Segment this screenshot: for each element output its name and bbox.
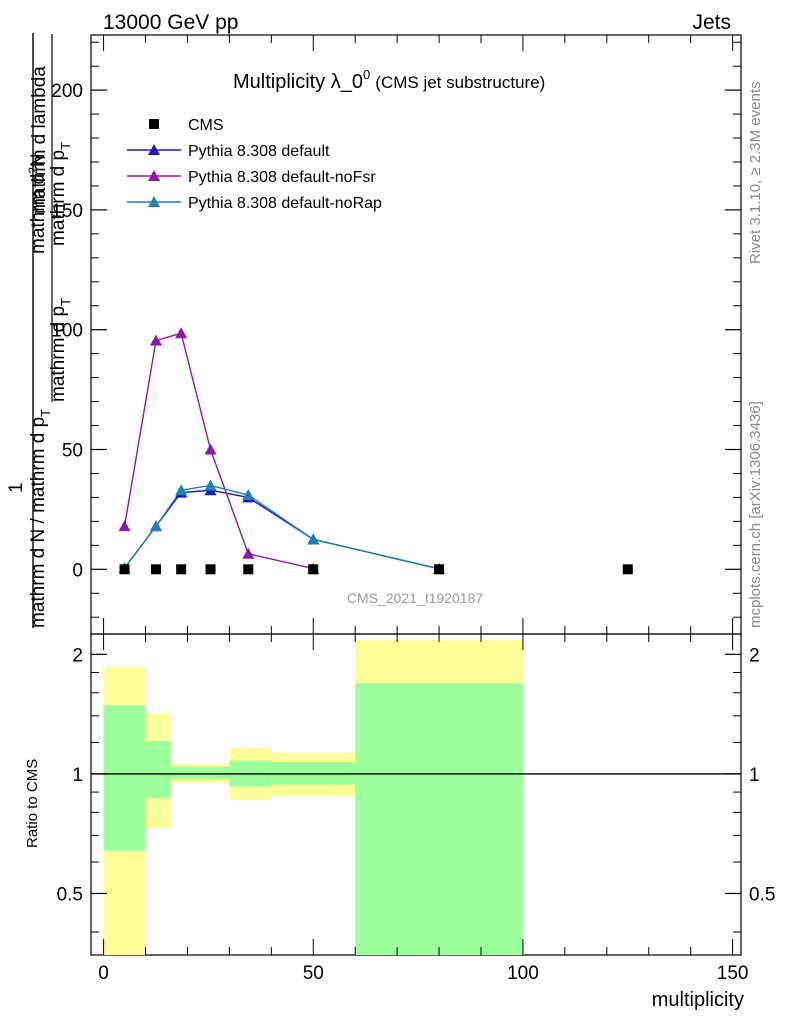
legend-label: CMS [188, 117, 224, 134]
header-right: Jets [692, 11, 731, 34]
y-label-main-num: mathrm d2N [26, 153, 49, 254]
legend-label: Pythia 8.308 default-noFsr [188, 169, 376, 186]
series-line [123, 489, 440, 570]
series-line [123, 332, 314, 570]
legend-label: Pythia 8.308 default [188, 143, 330, 160]
y-label-frac-num: 1 [6, 482, 27, 493]
ratio-bands [103, 640, 523, 955]
x-tick-label: 50 [303, 963, 324, 984]
series-point [175, 327, 188, 339]
y-tick-label: 150 [51, 201, 83, 222]
series-point [150, 334, 162, 346]
cms-point [151, 564, 161, 575]
ratio-axes: 0.5 0.5 1 1 2 2 0 50 100 150 [57, 634, 775, 984]
cms-point [243, 564, 254, 575]
watermark: CMS_2021_I1920187 [347, 590, 483, 606]
cms-point [205, 564, 216, 575]
ratio-y-tick-label-left: 0.5 [57, 884, 83, 905]
rivet-label: Rivet 3.1.10, ≥ 2.3M events [747, 82, 764, 265]
y-tick-label: 200 [51, 81, 83, 102]
legend: CMS Pythia 8.308 default Pythia 8.308 defa… [127, 117, 382, 212]
cms-point [176, 564, 187, 575]
x-tick-label: 150 [717, 963, 749, 984]
legend-marker [148, 196, 160, 207]
x-axis-label: multiplicity [652, 989, 744, 1011]
legend-marker [148, 170, 160, 181]
chart-title: Multiplicity λ_00 (CMS jet substructure) [233, 67, 545, 93]
header-left: 13000 GeV pp [103, 11, 238, 34]
ratio-y-tick-label-right: 1 [749, 765, 760, 786]
legend-label: Pythia 8.308 default-noRap [188, 195, 382, 212]
ratio-y-tick-label-left: 1 [72, 765, 83, 786]
cms-point [308, 564, 319, 575]
series-point [150, 520, 162, 532]
y-tick-label: 50 [62, 441, 83, 462]
ratio-stat-band [103, 705, 146, 851]
ratio-y-tick-label-right: 0.5 [749, 884, 775, 905]
series-point [175, 484, 188, 496]
series-line [123, 484, 440, 570]
series-point [204, 443, 217, 455]
ratio-y-tick-label-left: 2 [72, 645, 83, 666]
y-label-main-den-b: mathrm d pT [48, 142, 73, 246]
cms-point [434, 564, 445, 575]
mcplots-label: mcplots.cern.ch [arXiv:1306.3436] [747, 401, 764, 628]
main-axes: 0 50 100 150 200 [51, 35, 741, 634]
ratio-stat-band [170, 767, 230, 780]
ratio-stat-band [145, 741, 171, 798]
ratio-stat-band [355, 683, 523, 955]
y-tick-label: 0 [72, 560, 83, 581]
y-label-main-den-c: mathrm d lambda [29, 66, 50, 214]
cms-point [119, 564, 130, 575]
series-layer [118, 327, 633, 575]
legend-marker-cms [149, 119, 159, 129]
chart-title-sup: 0 [363, 67, 370, 82]
x-tick-label: 100 [507, 963, 539, 984]
x-tick-label: 0 [98, 963, 109, 984]
cms-point [622, 564, 633, 575]
series-point [118, 520, 131, 532]
main-y-label: mathrm d N / mathrm d pT 1 mathrm d pT m… [6, 33, 73, 628]
series-point [204, 479, 217, 491]
series-point [242, 547, 255, 559]
ratio-y-tick-label-right: 2 [749, 645, 760, 666]
y-tick-label: 100 [51, 321, 83, 342]
y-label-main-den-a: mathrm d pT [48, 298, 73, 402]
ratio-y-label: Ratio to CMS [24, 759, 41, 848]
series-point [307, 533, 320, 545]
legend-marker [148, 144, 160, 155]
series-point [242, 489, 255, 501]
y-label-frac-den: mathrm d N / mathrm d pT [28, 409, 53, 628]
chart-subtitle: (CMS jet substructure) [375, 73, 545, 92]
chart-title-main: Multiplicity λ_0 [233, 71, 363, 93]
